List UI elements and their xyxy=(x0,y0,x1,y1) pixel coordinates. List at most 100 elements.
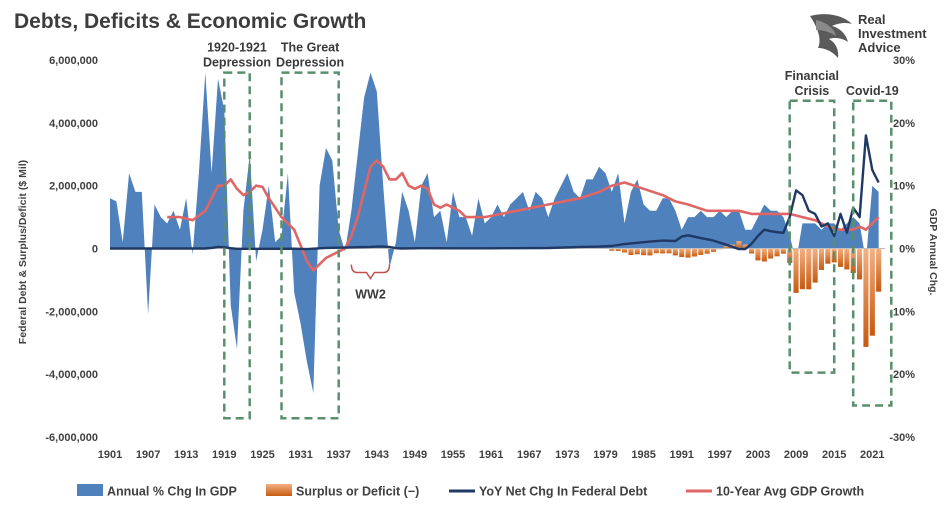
x-tick-label: 1913 xyxy=(174,449,198,461)
x-tick-label: 1973 xyxy=(555,449,579,461)
x-tick-label: 1949 xyxy=(403,449,427,461)
event-label: Crisis xyxy=(795,84,830,98)
left-tick-label: 6,000,000 xyxy=(49,55,98,67)
x-tick-label: 2009 xyxy=(784,449,808,461)
deficit-bar xyxy=(838,248,844,267)
right-tick-label: 0% xyxy=(899,244,915,256)
deficit-bar xyxy=(755,248,761,261)
deficit-bar xyxy=(666,248,672,254)
deficit-bar xyxy=(698,248,704,255)
event-label: The Great xyxy=(281,41,340,55)
event-dashed-box xyxy=(851,99,893,407)
deficit-bar xyxy=(812,248,818,283)
deficit-bar xyxy=(857,248,863,280)
deficit-bar xyxy=(615,248,621,251)
event-dashed-box xyxy=(788,99,836,374)
chart-title: Debts, Deficits & Economic Growth xyxy=(14,10,366,33)
x-tick-label: 2015 xyxy=(822,449,846,461)
legend: Annual % Chg In GDP Surplus or Deficit (−… xyxy=(77,484,864,499)
deficit-bar xyxy=(787,248,793,263)
right-tick-label: -20% xyxy=(889,369,915,381)
x-tick-label: 1991 xyxy=(669,449,693,461)
deficit-bar xyxy=(761,248,767,262)
brand-line-1: Real xyxy=(858,12,885,27)
left-tick-label: -4,000,000 xyxy=(45,369,98,381)
event-label: 1920-1921 xyxy=(207,41,267,55)
x-tick-label: 1967 xyxy=(517,449,541,461)
event-label: Covid-19 xyxy=(846,84,899,98)
deficit-bar xyxy=(768,248,774,259)
right-axis-title: GDP Annual Chg. xyxy=(927,209,939,296)
deficit-bar xyxy=(704,248,710,254)
federal-debt-line xyxy=(110,134,880,251)
x-tick-label: 1961 xyxy=(479,449,503,461)
x-tick-label: 2003 xyxy=(746,449,770,461)
deficit-bar xyxy=(774,248,780,257)
right-axis: 30% 20% 10% 0% -10% -20% -30% xyxy=(889,55,915,444)
legend-label: 10-Year Avg GDP Growth xyxy=(716,485,864,499)
right-tick-label: -30% xyxy=(889,432,915,444)
x-tick-label: 1901 xyxy=(98,449,122,461)
x-tick-label: 1979 xyxy=(593,449,617,461)
deficit-bar xyxy=(723,246,729,249)
deficit-bar xyxy=(685,248,691,258)
x-tick-label: 1931 xyxy=(288,449,312,461)
event-label: Financial xyxy=(785,69,839,83)
deficit-bar xyxy=(869,248,875,336)
deficit-bar xyxy=(780,248,786,254)
deficit-bar xyxy=(736,241,742,249)
deficit-bar xyxy=(634,248,640,255)
left-tick-label: 0 xyxy=(92,244,98,256)
event-label: Depression xyxy=(276,56,344,70)
deficit-bar xyxy=(742,244,748,249)
right-tick-label: 10% xyxy=(893,181,915,193)
deficit-bar xyxy=(679,248,685,257)
deficit-bar xyxy=(710,248,716,252)
gdp-area-series xyxy=(110,72,879,393)
x-tick-label: 1919 xyxy=(212,449,236,461)
legend-swatch xyxy=(266,484,292,496)
left-tick-label: -6,000,000 xyxy=(45,432,98,444)
deficit-bar xyxy=(825,248,831,264)
x-tick-label: 1985 xyxy=(631,449,655,461)
deficit-bar xyxy=(653,248,659,254)
legend-swatch xyxy=(77,484,103,496)
x-tick-label: 2021 xyxy=(860,449,884,461)
legend-label: Annual % Chg In GDP xyxy=(107,485,237,499)
deficit-bar xyxy=(806,248,812,290)
x-tick-label: 1943 xyxy=(365,449,389,461)
event-dashed-box xyxy=(280,71,340,420)
right-tick-label: -10% xyxy=(889,306,915,318)
x-tick-label: 1925 xyxy=(250,449,274,461)
x-tick-label: 1955 xyxy=(441,449,465,461)
left-axis-title: Federal Debt & Surplus/Deficit ($ Mil) xyxy=(17,160,29,344)
ww2-bracket xyxy=(350,264,391,280)
plot-area xyxy=(110,72,885,393)
legend-label: YoY Net Chg In Federal Debt xyxy=(479,485,648,499)
legend-label: Surplus or Deficit (−) xyxy=(296,485,419,499)
deficit-bar xyxy=(876,248,882,292)
x-axis: 1901 1907 1913 1919 1925 1931 1937 1943 1949 1955… xyxy=(98,449,885,461)
x-tick-label: 1937 xyxy=(326,449,350,461)
deficit-bar xyxy=(641,248,647,256)
deficit-bar xyxy=(609,248,615,251)
x-tick-label: 1997 xyxy=(708,449,732,461)
left-tick-label: 2,000,000 xyxy=(49,181,98,193)
left-axis: 6,000,000 4,000,000 2,000,000 0 -2,000,000 -4… xyxy=(45,55,98,444)
deficit-bar xyxy=(749,248,755,254)
event-label: WW2 xyxy=(355,288,386,302)
deficit-bar xyxy=(628,248,634,255)
deficit-bar xyxy=(647,248,653,256)
right-tick-label: 20% xyxy=(893,118,915,130)
left-tick-label: 4,000,000 xyxy=(49,118,98,130)
brand-logo: Real Investment Advice xyxy=(810,12,927,59)
right-tick-label: 30% xyxy=(893,55,915,67)
deficit-bar xyxy=(672,248,678,256)
deficit-bar xyxy=(863,248,869,347)
event-label: Depression xyxy=(203,56,271,70)
deficit-bar xyxy=(660,248,666,254)
avg-gdp-line xyxy=(167,159,880,272)
eagle-icon xyxy=(810,14,852,59)
